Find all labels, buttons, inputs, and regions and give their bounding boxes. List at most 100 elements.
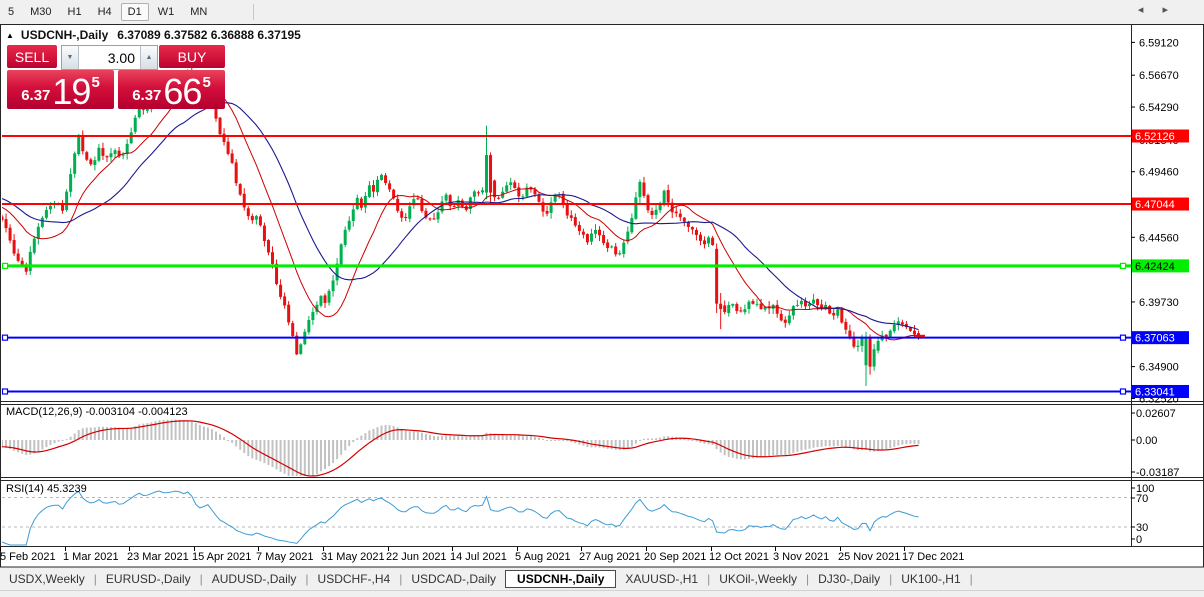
horizontal-line-6.37063[interactable]: 6.37063 — [1, 331, 1189, 345]
volume-increase-arrow-icon[interactable]: ▲ — [140, 46, 157, 69]
buy-price-display[interactable]: 6.37 66 5 — [118, 70, 225, 112]
date-axis-label: 22 Jun 2021 — [386, 551, 447, 563]
date-axis-label: 17 Dec 2021 — [902, 551, 964, 563]
chart-tab-audusd-daily[interactable]: AUDUSD-,Daily — [211, 572, 297, 586]
timeframe-button-m30[interactable]: M30 — [30, 5, 52, 18]
sell-price-display[interactable]: 6.37 19 5 — [7, 70, 114, 112]
macd-indicator-label: MACD(12,26,9) -0.003104 -0.004123 — [6, 406, 188, 418]
date-axis-label: 7 May 2021 — [256, 551, 313, 563]
rsi-axis-tick-label: 100 — [1136, 483, 1154, 495]
date-axis-label: 5 Aug 2021 — [515, 551, 571, 563]
macd-plot — [2, 419, 920, 477]
date-axis-label: 23 Mar 2021 — [127, 551, 189, 563]
macd-axis-tick-label: 0.02607 — [1136, 408, 1176, 420]
date-axis-label: 5 Feb 2021 — [0, 551, 56, 563]
line-handle — [1119, 334, 1127, 341]
chart-tab-xauusd-h1[interactable]: XAUUSD-,H1 — [625, 572, 699, 586]
date-axis-label: 25 Nov 2021 — [838, 551, 900, 563]
toolbar-separator — [253, 3, 255, 20]
timeframe-button-w1[interactable]: W1 — [157, 5, 175, 18]
date-axis-label: 1 Mar 2021 — [63, 551, 119, 563]
sell-button[interactable]: SELL — [7, 45, 57, 68]
buy-price-big-digits: 66 — [163, 71, 202, 112]
svg-text:6.52126: 6.52126 — [1135, 131, 1175, 143]
price-axis-tick-label: 6.54290 — [1139, 102, 1179, 114]
svg-text:6.47044: 6.47044 — [1135, 199, 1175, 211]
price-axis-tick-label: 6.49460 — [1139, 167, 1179, 179]
horizontal-line-6.42424[interactable]: 6.42424 — [1, 259, 1189, 273]
svg-text:6.37063: 6.37063 — [1135, 333, 1175, 345]
date-axis-label: 14 Jul 2021 — [450, 551, 507, 563]
ma-fast-line — [2, 84, 919, 341]
tab-separator: | — [707, 572, 711, 586]
line-handle — [1, 262, 9, 269]
date-axis-label: 27 Aug 2021 — [579, 551, 641, 563]
chart-tab-usdcad-daily[interactable]: USDCAD-,Daily — [411, 572, 497, 586]
line-handle — [1, 334, 9, 341]
timeframe-button-5[interactable]: 5 — [8, 5, 15, 18]
chart-tab-uk100-h1[interactable]: UK100-,H1 — [901, 572, 961, 586]
rsi-line — [2, 490, 919, 546]
tab-separator: | — [93, 572, 97, 586]
collapse-panel-arrow-icon[interactable]: ▲ — [6, 30, 14, 40]
status-bar — [0, 590, 1204, 597]
volume-input[interactable] — [79, 46, 140, 69]
macd-axis-tick-label: 0.00 — [1136, 435, 1157, 447]
tab-separator: | — [969, 572, 973, 586]
chart-tab-dj30-daily[interactable]: DJ30-,Daily — [818, 572, 881, 586]
tab-separator: | — [305, 572, 309, 586]
buy-price-prefix: 6.37 — [132, 87, 162, 104]
one-click-trade-panel: SELL ▼ ▲ BUY 6.37 19 5 6.37 66 5 — [7, 45, 225, 112]
tab-separator: | — [806, 572, 810, 586]
date-axis-label: 31 May 2021 — [321, 551, 385, 563]
chart-tab-ukoil-weekly[interactable]: UKOil-,Weekly — [719, 572, 797, 586]
tab-separator: | — [889, 572, 893, 586]
timeframe-button-h4[interactable]: H4 — [97, 5, 112, 18]
macd-signal-line — [2, 420, 919, 477]
svg-text:6.42424: 6.42424 — [1135, 261, 1175, 273]
price-axis-tick-label: 6.34900 — [1139, 362, 1179, 374]
chart-window-frame — [0, 24, 1204, 568]
chart-symbol-title: USDCNH-,Daily — [20, 28, 109, 42]
sell-price-pipette: 5 — [91, 74, 100, 91]
rsi-indicator-label: RSI(14) 45.3239 — [6, 483, 87, 495]
price-axis-tick-label: 6.39730 — [1139, 297, 1179, 309]
macd-axis-tick-label: -0.03187 — [1136, 467, 1179, 479]
chart-title-bar: ▲ USDCNH-,Daily 6.37089 6.37582 6.36888 … — [6, 28, 301, 42]
chart-tab-eurusd-daily[interactable]: EURUSD-,Daily — [105, 572, 191, 586]
timeframe-button-mn[interactable]: MN — [190, 5, 208, 18]
date-axis-label: 15 Apr 2021 — [192, 551, 251, 563]
price-axis-tick-label: 6.44560 — [1139, 232, 1179, 244]
date-axis-label: 3 Nov 2021 — [773, 551, 829, 563]
rsi-axis-tick-label: 0 — [1136, 534, 1142, 546]
rsi-axis-tick-label: 70 — [1136, 493, 1148, 505]
chart-tab-usdcnh-daily[interactable]: USDCNH-,Daily — [505, 570, 617, 588]
svg-text:6.33041: 6.33041 — [1135, 386, 1175, 398]
timeframe-button-d1[interactable]: D1 — [120, 2, 149, 21]
rsi-plot — [2, 490, 1131, 546]
tab-separator: | — [399, 572, 403, 586]
chart-tab-usdchf-h4[interactable]: USDCHF-,H4 — [317, 572, 391, 586]
line-handle — [1, 388, 9, 395]
date-axis-label: 12 Oct 2021 — [709, 551, 769, 563]
horizontal-line-6.52126[interactable]: 6.52126 — [2, 129, 1189, 144]
tab-separator: | — [199, 572, 203, 586]
line-handle — [1119, 388, 1127, 395]
horizontal-line-6.47044[interactable]: 6.47044 — [2, 197, 1189, 212]
timeframe-toolbar: 5 M30 H1 H4 D1 W1 MN — [0, 0, 1204, 23]
rsi-axis-tick-label: 30 — [1136, 522, 1148, 534]
buy-button[interactable]: BUY — [159, 45, 225, 68]
tab-scroll-arrows[interactable]: ◂ ▸ — [1137, 4, 1176, 16]
chart-tab-usdx-weekly[interactable]: USDX,Weekly — [9, 572, 85, 586]
sell-price-big-digits: 19 — [52, 71, 91, 112]
sell-price-prefix: 6.37 — [21, 87, 51, 104]
volume-decrease-arrow-icon[interactable]: ▼ — [62, 46, 79, 69]
timeframe-button-h1[interactable]: H1 — [67, 5, 82, 18]
line-handle — [1119, 262, 1127, 269]
chart-tabs-bar: USDX,Weekly | EURUSD-,Daily | AUDUSD-,Daily |… — [0, 568, 1204, 590]
horizontal-line-6.33041[interactable]: 6.33041 — [1, 384, 1189, 399]
buy-price-pipette: 5 — [202, 74, 211, 91]
price-axis-tick-label: 6.56670 — [1139, 70, 1179, 82]
